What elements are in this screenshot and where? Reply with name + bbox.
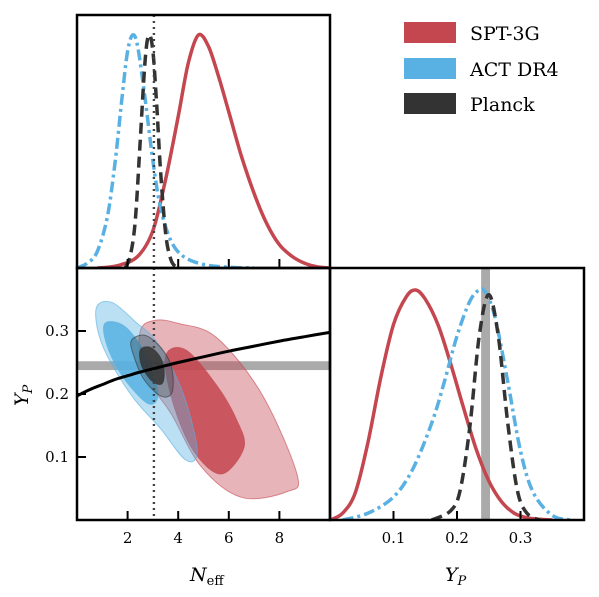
x-tick-label-0.2: 0.2: [445, 529, 469, 547]
panel-yp-marginal: 0.1 0.2 0.3: [328, 266, 586, 547]
x-tick-label-0.3: 0.3: [509, 529, 533, 547]
x-tick-label-0.1: 0.1: [382, 529, 406, 547]
legend-label-spt3g: SPT-3G: [470, 23, 540, 45]
legend-label-act-dr4: ACT DR4: [469, 59, 559, 81]
panel-neff-yp-contours: 2 4 6 8 0.1 0.2 0.3: [45, 266, 332, 547]
contour-planck-68: [139, 346, 165, 385]
contour-act-dr4-68: [103, 321, 159, 405]
panel-frame: [328, 266, 586, 522]
y-tick-label-0.1: 0.1: [45, 448, 69, 466]
y-tick-label-0.2: 0.2: [45, 385, 69, 403]
ylabel-yp: YP: [11, 384, 36, 406]
marginal-curve-spt-3g: [96, 32, 330, 268]
bbn-prediction-curve: [77, 330, 330, 398]
x-tick-label-2: 2: [123, 529, 133, 547]
plot-area: [77, 268, 330, 520]
legend-swatch-planck: [404, 93, 456, 114]
panel-frame: [75, 13, 332, 270]
x-tick-label-4: 4: [173, 529, 183, 547]
legend-swatch-act-dr4: [404, 58, 456, 79]
yp-measurement-band: [481, 268, 491, 520]
xlabel-yp-sub: P: [457, 574, 467, 589]
xlabel-neff-sub: eff: [207, 574, 226, 589]
y-tick-label-0.3: 0.3: [45, 322, 69, 340]
legend: SPT-3G ACT DR4 Planck: [404, 22, 559, 116]
xlabel-neff: Neff: [189, 564, 225, 589]
marginal-curve-act-dr4: [77, 33, 255, 268]
legend-swatch-spt3g: [404, 22, 456, 43]
contour-spt-3g-68: [164, 346, 246, 475]
marginal-curve-act-dr4: [342, 287, 572, 520]
xlabel-yp: YP: [445, 564, 467, 589]
xlabel-neff-main: N: [189, 564, 208, 586]
marginal-curve-planck: [123, 33, 182, 268]
yp-measurement-band: [77, 361, 330, 371]
xlabel-yp-main: Y: [445, 564, 460, 586]
x-tick-label-8: 8: [275, 529, 285, 547]
plot-area: [330, 268, 572, 520]
marginal-curve-spt-3g: [330, 288, 553, 520]
panel-neff-marginal: [75, 13, 332, 270]
plot-area: [77, 15, 330, 268]
marginal-curve-planck: [430, 292, 541, 520]
x-tick-label-6: 6: [224, 529, 234, 547]
ylabel-yp-sub: P: [21, 384, 36, 394]
ylabel-yp-main: Y: [11, 391, 33, 406]
legend-label-planck: Planck: [470, 94, 535, 116]
